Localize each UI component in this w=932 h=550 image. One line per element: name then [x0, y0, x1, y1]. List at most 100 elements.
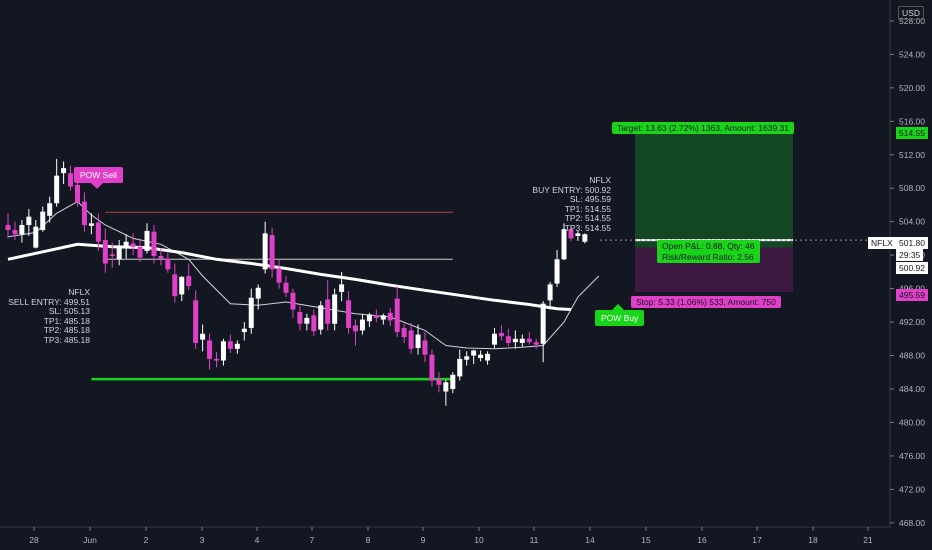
- candle-up: [220, 341, 226, 361]
- candle-down: [269, 235, 275, 270]
- candle-down: [346, 300, 352, 328]
- x-tick-label: Jun: [83, 535, 97, 545]
- candle-up: [478, 354, 484, 359]
- candle-up: [512, 338, 518, 343]
- candle-up: [561, 229, 567, 260]
- candle-down: [297, 312, 303, 324]
- y-tick-label: 476.00: [899, 451, 925, 461]
- candle-up: [366, 314, 372, 322]
- stop-label[interactable]: Stop: 5.33 (1.06%) 533, Amount: 750: [631, 296, 781, 308]
- candle-up: [262, 233, 268, 270]
- y-tick-label: 472.00: [899, 484, 925, 494]
- candle-down: [102, 240, 108, 264]
- y-tick-label: 480.00: [899, 417, 925, 427]
- candle-up: [40, 211, 46, 231]
- x-tick-label: 14: [585, 535, 595, 545]
- x-tick-label: 15: [641, 535, 651, 545]
- buy-info-entry: BUY ENTRY: 500.92: [532, 184, 611, 195]
- x-tick-label: 4: [255, 535, 260, 545]
- candle-up: [54, 175, 60, 204]
- x-tick-label: 3: [200, 535, 205, 545]
- candle-down: [436, 378, 442, 385]
- candle-down: [422, 340, 428, 355]
- candle-down: [276, 268, 282, 283]
- candle-up: [61, 168, 67, 174]
- buy-pointer-icon: [612, 304, 624, 310]
- candle-up: [339, 284, 345, 292]
- pow-sell-marker[interactable]: POW Sell: [74, 167, 123, 189]
- sell-info-symbol: NFLX: [68, 287, 90, 297]
- candle-down: [151, 231, 157, 256]
- pnl-box[interactable]: Open P&L: 0.88, Qty: 46 Risk/Reward Rati…: [657, 240, 760, 263]
- candle-down: [387, 312, 393, 321]
- buy-info-tp3: TP3: 514.55: [564, 222, 611, 233]
- candle-up: [457, 358, 463, 377]
- candle-down: [408, 330, 414, 349]
- candle-up: [485, 353, 491, 361]
- y-tick-label: 524.00: [899, 49, 925, 59]
- pow-buy-label: POW Buy: [601, 313, 639, 323]
- candle-down: [353, 325, 358, 332]
- sell-info-tp1: TP1: 485.18: [43, 315, 90, 326]
- candle-down: [429, 354, 435, 381]
- candle-down: [193, 300, 199, 343]
- candle-down: [75, 184, 80, 203]
- buy-info-tp2: TP2: 514.55: [564, 213, 611, 224]
- candle-down: [526, 338, 532, 343]
- candle-down: [227, 341, 233, 349]
- y-tick-label: 504.00: [899, 217, 925, 227]
- y-tick-label: 468.00: [899, 518, 925, 528]
- target-price-tag: 514.55: [896, 127, 928, 139]
- candle-up: [248, 297, 254, 328]
- candle-down: [311, 315, 317, 332]
- candle-down: [401, 327, 407, 338]
- current-price-tag: 501.80: [896, 237, 928, 249]
- candle-up: [88, 223, 94, 226]
- open-pnl-label: Open P&L: 0.88, Qty: 46: [662, 241, 755, 251]
- currency-label[interactable]: USD: [898, 6, 924, 20]
- candle-up: [318, 305, 324, 330]
- sell-info-tp3: TP3: 485.18: [43, 334, 90, 345]
- x-tick-label: 16: [697, 535, 707, 545]
- candle-up: [200, 333, 206, 340]
- candle-up: [519, 338, 525, 343]
- x-tick-label: 17: [752, 535, 762, 545]
- sell-info-tp2: TP2: 485.18: [43, 325, 90, 336]
- y-tick-label: 488.00: [899, 351, 925, 361]
- candle-down: [498, 332, 504, 337]
- candle-down: [12, 230, 18, 235]
- x-tick-label: 21: [863, 535, 873, 545]
- candle-down: [5, 225, 11, 231]
- candle-up: [547, 284, 553, 301]
- x-tick-label: 7: [310, 535, 315, 545]
- x-tick-label: 10: [474, 535, 484, 545]
- countdown-tag: 29:35: [896, 249, 924, 261]
- candle-up: [19, 225, 25, 235]
- candle-up: [582, 234, 588, 242]
- candle-up: [575, 233, 581, 236]
- pow-buy-marker[interactable]: POW Buy: [595, 304, 645, 326]
- y-tick-label: 520.00: [899, 83, 925, 93]
- candle-up: [332, 294, 338, 324]
- candle-up: [255, 287, 261, 299]
- candle-up: [116, 247, 122, 260]
- candle-up: [123, 241, 129, 248]
- candle-up: [144, 230, 150, 251]
- risk-reward-label: Risk/Reward Ratio: 2.56: [662, 251, 754, 262]
- candle-up: [33, 226, 39, 248]
- x-tick-label: 28: [29, 535, 39, 545]
- pow-sell-label: POW Sell: [80, 170, 117, 180]
- target-label[interactable]: Target: 13.63 (2.72%) 1363, Amount: 1639…: [612, 122, 795, 134]
- x-tick-label: 18: [808, 535, 818, 545]
- symbol-tag: NFLX: [868, 237, 896, 249]
- candle-up: [359, 319, 365, 331]
- candle-up: [380, 315, 386, 320]
- candle-up: [443, 382, 449, 392]
- candle-up: [492, 333, 497, 345]
- y-tick-label: 496.00: [899, 284, 925, 294]
- y-tick-label: 508.00: [899, 183, 925, 193]
- candle-up: [450, 374, 456, 389]
- candle-down: [533, 342, 539, 345]
- candle-down: [290, 292, 296, 310]
